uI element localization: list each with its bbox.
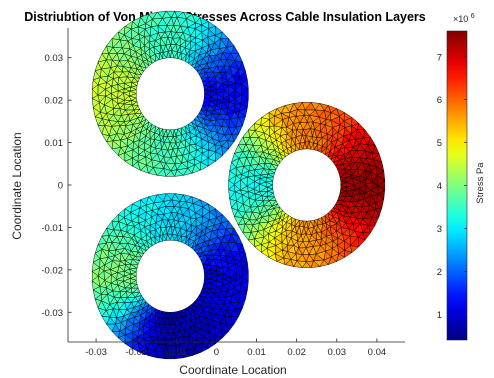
mesh-element: [209, 273, 218, 280]
y-tick-label: 0: [58, 181, 63, 192]
x-tick-label: 0: [214, 347, 219, 358]
y-tick-label: -0.03: [41, 308, 63, 319]
colorbar-exponent-base: ×10: [453, 14, 468, 24]
colorbar-ticks: 1 2 3 4 5 6 7: [437, 52, 467, 321]
mesh-element: [377, 180, 386, 190]
mesh-element: [358, 181, 366, 190]
x-ticks: -0.03 -0.02 -0.01 0 0.01 0.02 0.03 0.04: [85, 338, 387, 358]
colorbar-tick-label: 3: [437, 224, 442, 235]
mesh-element: [234, 90, 243, 99]
mesh-element: [345, 182, 355, 188]
x-tick-label: -0.02: [125, 347, 147, 358]
ring-inner-hole: [136, 59, 205, 128]
colorbar-tick-label: 4: [437, 181, 442, 192]
stress-ring-3: [91, 193, 249, 360]
chart-title: Distriubtion of Von Misses Stresses Acro…: [24, 10, 426, 24]
x-axis-label: Coordinate Location: [179, 363, 286, 377]
x-tick-label: -0.01: [165, 347, 187, 358]
stress-rings: [91, 10, 386, 360]
mesh-element: [241, 88, 249, 99]
mesh-element: [241, 271, 249, 282]
colorbar-tick-label: 5: [437, 138, 442, 149]
ring-inner-hole: [136, 242, 205, 311]
plot-area: -0.03 -0.02 -0.01 0 0.01 0.02 0.03 0.04 0.030.0…: [41, 10, 405, 360]
x-tick-label: 0.02: [287, 347, 306, 358]
y-tick-label: -0.02: [41, 265, 63, 276]
stress-ring-1: [91, 10, 249, 177]
ring-inner-hole: [272, 151, 341, 219]
mesh-element: [222, 273, 231, 280]
mesh-element: [371, 182, 379, 191]
colorbar-tick-label: 1: [437, 310, 442, 321]
mesh-element: [235, 272, 243, 281]
mesh-element: [223, 89, 230, 99]
y-tick-label: 0.03: [45, 53, 64, 64]
y-tick-label: 0.02: [45, 96, 64, 107]
y-ticks: 0.03 0.02 0.01 0 -0.01 -0.02 -0.03: [41, 53, 72, 319]
colorbar: 1 2 3 4 5 6 7 ×10 6 Stress Pa: [437, 13, 486, 341]
colorbar-exponent: ×10 6: [453, 13, 475, 24]
y-tick-label: -0.01: [41, 223, 63, 234]
colorbar-tick-label: 6: [437, 95, 442, 106]
x-tick-label: 0.01: [247, 347, 266, 358]
stress-ring-2: [228, 102, 386, 268]
y-tick-label: 0.01: [45, 138, 64, 149]
colorbar-tick-label: 2: [437, 267, 442, 278]
x-tick-label: 0.04: [368, 347, 387, 358]
colorbar-tick-label: 7: [437, 52, 442, 63]
x-tick-label: 0.03: [328, 347, 347, 358]
colorbar-exponent-power: 6: [471, 13, 475, 20]
y-axis-label: Coordinate Location: [10, 132, 24, 239]
x-tick-label: -0.03: [85, 347, 107, 358]
colorbar-label: Stress Pa: [475, 162, 486, 204]
mesh-element: [209, 90, 218, 98]
